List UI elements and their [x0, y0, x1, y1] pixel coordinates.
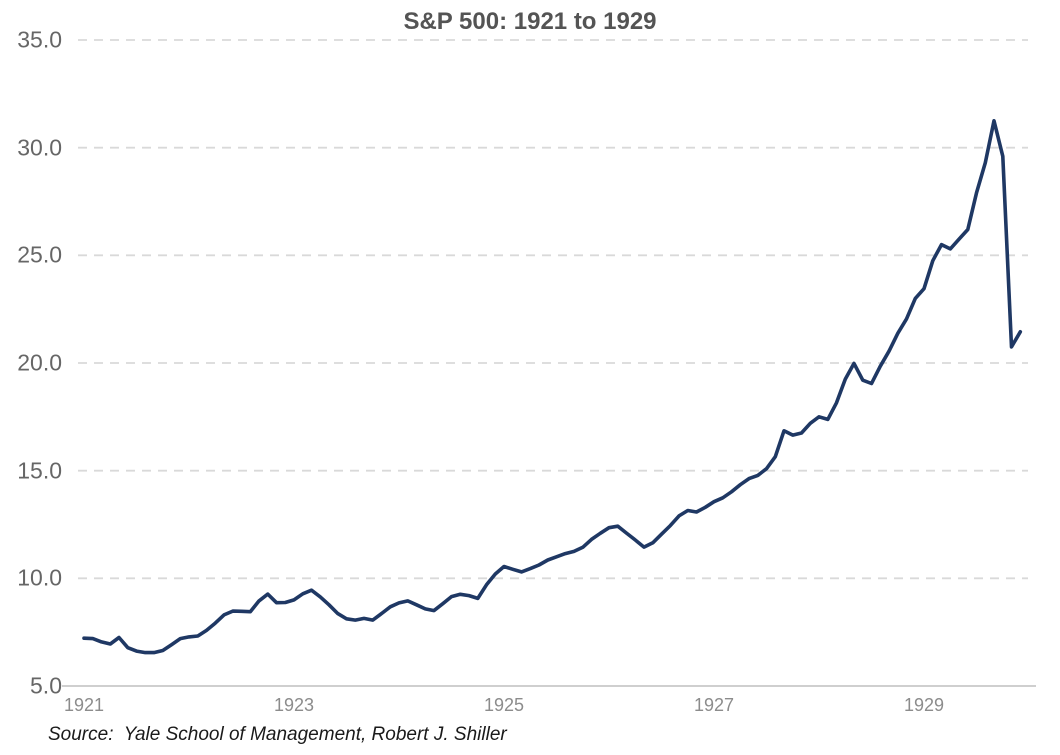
x-tick-label: 1921	[63, 695, 105, 715]
x-tick-label: 1927	[693, 695, 735, 715]
y-tick-label: 30.0	[17, 134, 62, 161]
y-tick-label: 20.0	[17, 349, 62, 376]
x-tick-label: 1929	[903, 695, 945, 715]
y-tick-label: 15.0	[17, 457, 62, 484]
y-tick-label: 35.0	[17, 26, 62, 53]
y-tick-label: 10.0	[17, 564, 62, 591]
y-tick-label: 5.0	[30, 672, 62, 699]
chart-title: S&P 500: 1921 to 1929	[403, 8, 657, 35]
x-tick-label: 1925	[483, 695, 525, 715]
y-tick-label: 25.0	[17, 241, 62, 268]
source-note: Source: Yale School of Management, Rober…	[48, 724, 507, 745]
x-tick-label: 1923	[273, 695, 315, 715]
sp500-line	[82, 119, 1023, 655]
